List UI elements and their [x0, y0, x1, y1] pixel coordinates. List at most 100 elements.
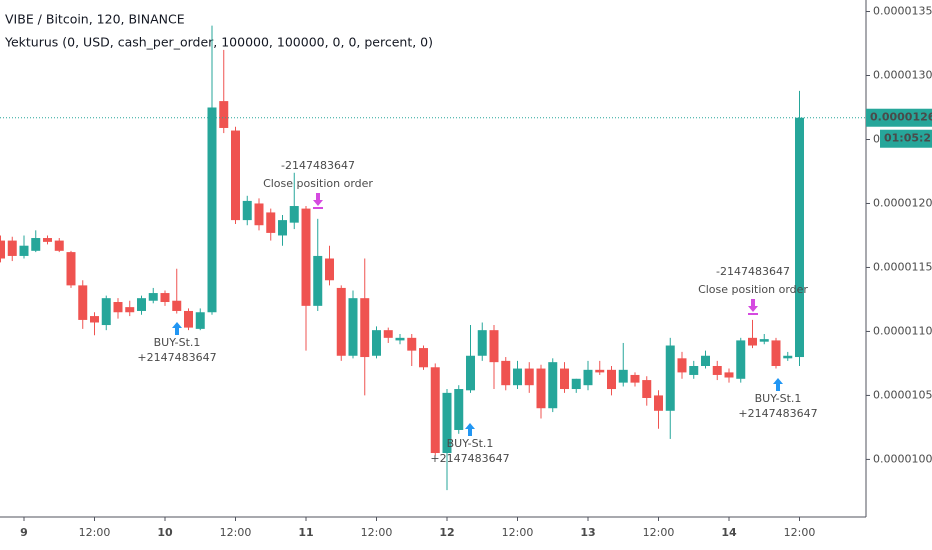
candle-body	[19, 245, 29, 256]
candle-body	[0, 240, 5, 259]
buy-arrow	[773, 378, 783, 391]
candle-body	[31, 238, 41, 251]
candle-body	[360, 298, 370, 358]
candle-body	[724, 372, 734, 378]
candle-body	[383, 330, 393, 338]
last-price-box	[866, 108, 932, 127]
countdown-label: 01:05:22	[884, 132, 932, 145]
candle-body	[301, 208, 311, 306]
close-arrow	[748, 299, 758, 315]
candle-body	[231, 130, 240, 221]
x-tick-label: 12:00	[79, 526, 111, 539]
candle-body	[548, 362, 558, 409]
candle-body	[101, 298, 111, 326]
x-tick-label: 12:00	[643, 526, 675, 539]
candle-body	[148, 293, 158, 301]
buy-amount: +2147483647	[738, 407, 817, 420]
candle-body	[336, 287, 346, 356]
buy-amount: +2147483647	[137, 351, 216, 364]
candle-body	[665, 345, 675, 411]
candle-body	[125, 307, 135, 313]
candle-body	[689, 365, 699, 375]
candle-body	[654, 395, 663, 411]
candle-body	[571, 378, 581, 390]
close-label: Close position order	[698, 283, 808, 296]
x-tick-label: 13	[580, 526, 595, 539]
candle-body	[289, 206, 299, 223]
candle-body	[43, 238, 52, 242]
buy-arrow	[172, 322, 182, 335]
close-amount: -2147483647	[281, 159, 355, 172]
candle-body	[454, 389, 464, 430]
candle-body	[7, 240, 17, 256]
candle-body	[607, 369, 616, 390]
buy-arrow	[465, 423, 475, 436]
candle-body	[254, 203, 264, 226]
x-tick-label: 12:00	[361, 526, 393, 539]
countdown-box	[880, 129, 932, 148]
candle-body	[419, 348, 428, 368]
candle-body	[442, 392, 452, 454]
candle-body	[560, 368, 569, 390]
close-arrow	[313, 193, 323, 209]
candle-body	[78, 285, 88, 320]
y-tick-label: 0.00001350	[873, 5, 932, 18]
candle-body	[795, 117, 804, 358]
candle-body	[595, 369, 605, 373]
indicator-label: Yekturus (0, USD, cash_per_order, 100000…	[4, 35, 433, 50]
candle-body	[113, 302, 123, 313]
buy-label: BUY-St.1	[755, 392, 802, 405]
candle-body	[618, 369, 628, 383]
candle-body	[160, 293, 170, 303]
candle-body	[313, 255, 323, 306]
candle-body	[184, 310, 193, 328]
x-tick-label: 12:00	[220, 526, 252, 539]
candle-body	[759, 339, 769, 342]
candle-body	[477, 330, 487, 356]
candle-body	[536, 368, 546, 409]
candle-body	[407, 337, 417, 351]
candle-body	[430, 367, 440, 454]
x-tick-label: 9	[20, 526, 28, 539]
candle-body	[66, 252, 76, 286]
candle-body	[524, 368, 534, 386]
candle-body	[219, 101, 229, 128]
candle-body	[325, 258, 334, 281]
candle-body	[771, 340, 781, 366]
candle-body	[137, 298, 146, 311]
candle-body	[372, 330, 381, 356]
candle-body	[501, 360, 511, 386]
x-tick-label: 12:00	[784, 526, 816, 539]
candle-body	[783, 355, 793, 359]
candle-body	[677, 358, 687, 373]
candle-body	[712, 365, 722, 375]
x-tick-label: 11	[298, 526, 313, 539]
buy-label: BUY-St.1	[447, 437, 494, 450]
candle-body	[736, 340, 746, 379]
buy-label: BUY-St.1	[154, 336, 201, 349]
x-tick-label: 10	[157, 526, 173, 539]
candle-body	[630, 374, 640, 383]
candle-body	[242, 200, 252, 221]
x-tick-label: 14	[721, 526, 737, 539]
buy-amount: +2147483647	[430, 452, 509, 465]
candle-body	[54, 240, 64, 251]
candle-body	[642, 380, 652, 398]
candle-body	[583, 369, 593, 386]
candle-body	[348, 298, 358, 356]
close-amount: -2147483647	[716, 265, 790, 278]
candle-body	[278, 220, 287, 236]
chart-title: VIBE / Bitcoin, 120, BINANCE	[5, 12, 185, 27]
x-tick-label: 12:00	[502, 526, 534, 539]
last-price-label: 0.00001267	[870, 111, 932, 124]
x-tick-label: 12	[439, 526, 454, 539]
candle-body	[195, 312, 205, 329]
